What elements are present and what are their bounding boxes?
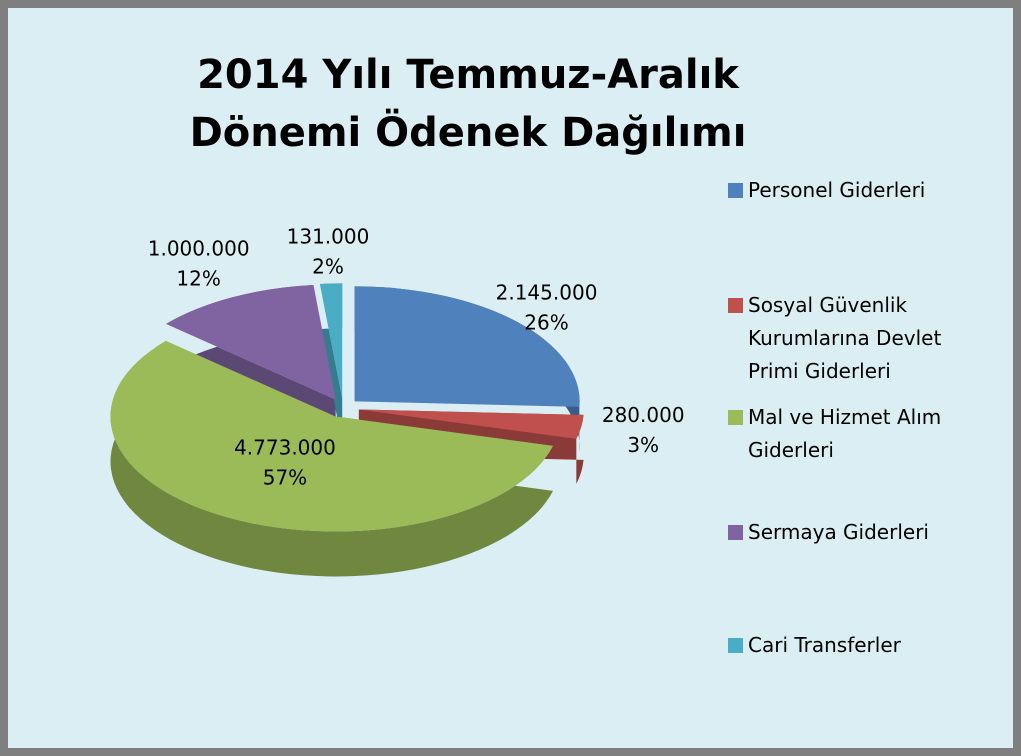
legend-label: Sosyal Güvenlik Kurumlarına Devlet Primi… <box>748 293 942 383</box>
data-label: 1.000.000 <box>148 236 250 260</box>
legend-swatch <box>728 638 743 653</box>
legend-label: Sermaya Giderleri <box>748 520 929 544</box>
legend-entry: Mal ve Hizmet Alım Giderleri <box>728 401 968 467</box>
legend-label: Cari Transferler <box>748 633 901 657</box>
data-label: 57% <box>263 465 307 489</box>
data-label: 4.773.000 <box>234 435 336 459</box>
data-label: 280.000 <box>602 403 685 427</box>
slice <box>320 283 343 399</box>
data-label: 131.000 <box>287 224 370 248</box>
legend-swatch <box>728 525 743 540</box>
legend-label: Mal ve Hizmet Alım Giderleri <box>748 405 942 462</box>
legend-entry: Personel Giderleri <box>728 174 968 207</box>
slice-side <box>110 340 554 577</box>
plot: 2.145.000 26% 280.000 3% 4.773.000 57% 1.000.0… <box>110 224 685 577</box>
legend-entry: Sermaya Giderleri <box>728 516 968 549</box>
slice <box>166 285 336 400</box>
legend-swatch <box>728 410 743 425</box>
data-label: 12% <box>176 266 220 290</box>
data-label: 26% <box>524 310 568 334</box>
slice <box>354 286 580 407</box>
data-label: 3% <box>627 433 659 457</box>
legend-entry: Cari Transferler <box>728 629 968 662</box>
legend-swatch <box>728 183 743 198</box>
legend-entry: Sosyal Güvenlik Kurumlarına Devlet Primi… <box>728 289 968 388</box>
data-label: 2% <box>312 254 344 278</box>
data-label: 2.145.000 <box>496 280 598 304</box>
legend-swatch <box>728 298 743 313</box>
chart-title: 2014 Yılı Temmuz-Aralık Dönemi Ödenek Da… <box>189 52 747 156</box>
slice <box>110 340 554 532</box>
legend-label: Personel Giderleri <box>748 178 926 202</box>
slice <box>358 409 584 439</box>
